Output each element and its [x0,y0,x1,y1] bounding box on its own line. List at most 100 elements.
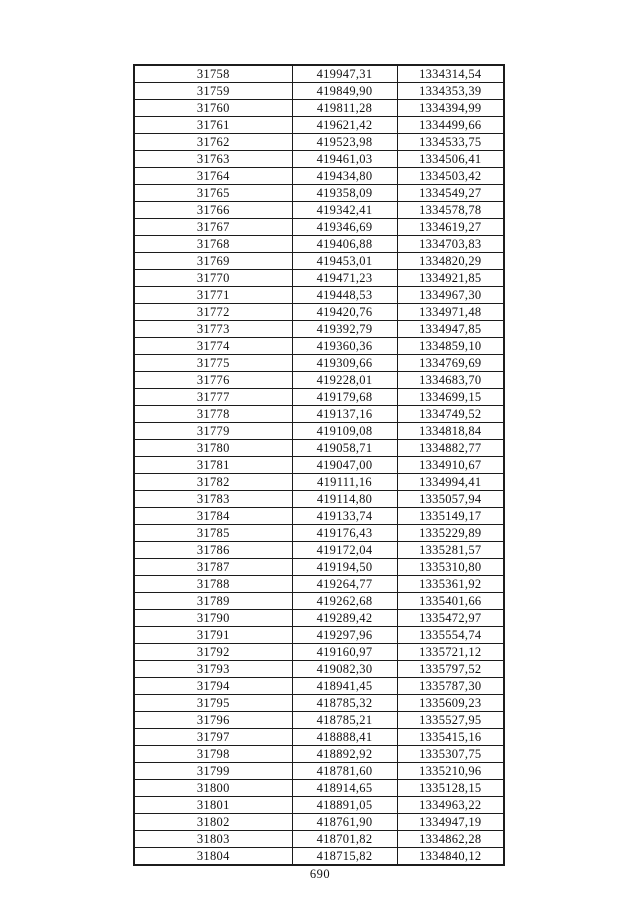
cell-x-coordinate: 419811,28 [291,99,398,117]
table-row: 31767 419346,69 1334619,27 [133,218,505,236]
cell-y-coordinate: 1334882,77 [396,439,505,457]
cell-y-coordinate: 1335128,15 [396,779,505,797]
table-row: 31775 419309,66 1334769,69 [133,354,505,372]
cell-y-coordinate: 1335229,89 [396,524,505,542]
cell-x-coordinate: 418785,32 [291,694,398,712]
cell-point-id: 31788 [133,575,293,593]
cell-y-coordinate: 1335310,80 [396,558,505,576]
cell-x-coordinate: 418891,05 [291,796,398,814]
cell-y-coordinate: 1334314,54 [396,64,505,83]
cell-y-coordinate: 1334840,12 [396,847,505,866]
cell-x-coordinate: 419176,43 [291,524,398,542]
cell-x-coordinate: 419947,31 [291,64,398,83]
cell-x-coordinate: 419346,69 [291,218,398,236]
table-row: 31762 419523,98 1334533,75 [133,133,505,151]
cell-point-id: 31802 [133,813,293,831]
cell-y-coordinate: 1335554,74 [396,626,505,644]
cell-point-id: 31775 [133,354,293,372]
cell-point-id: 31777 [133,388,293,406]
cell-point-id: 31796 [133,711,293,729]
table-row: 31793 419082,30 1335797,52 [133,660,505,678]
cell-point-id: 31774 [133,337,293,355]
table-row: 31799 418781,60 1335210,96 [133,762,505,780]
cell-x-coordinate: 419082,30 [291,660,398,678]
table-row: 31761 419621,42 1334499,66 [133,116,505,134]
cell-y-coordinate: 1334703,83 [396,235,505,253]
cell-point-id: 31795 [133,694,293,712]
cell-y-coordinate: 1334859,10 [396,337,505,355]
cell-y-coordinate: 1335149,17 [396,507,505,525]
cell-point-id: 31789 [133,592,293,610]
cell-y-coordinate: 1334971,48 [396,303,505,321]
cell-x-coordinate: 418761,90 [291,813,398,831]
cell-y-coordinate: 1334499,66 [396,116,505,134]
cell-y-coordinate: 1335415,16 [396,728,505,746]
cell-y-coordinate: 1334699,15 [396,388,505,406]
cell-point-id: 31799 [133,762,293,780]
cell-point-id: 31764 [133,167,293,185]
cell-x-coordinate: 419342,41 [291,201,398,219]
cell-point-id: 31787 [133,558,293,576]
cell-x-coordinate: 419262,68 [291,592,398,610]
cell-x-coordinate: 419297,96 [291,626,398,644]
cell-x-coordinate: 419392,79 [291,320,398,338]
cell-point-id: 31760 [133,99,293,117]
table-row: 31760 419811,28 1334394,99 [133,99,505,117]
table-row: 31796 418785,21 1335527,95 [133,711,505,729]
table-row: 31759 419849,90 1334353,39 [133,82,505,100]
cell-x-coordinate: 419461,03 [291,150,398,168]
cell-y-coordinate: 1334921,85 [396,269,505,287]
cell-point-id: 31785 [133,524,293,542]
table-row: 31765 419358,09 1334549,27 [133,184,505,202]
table-row: 31776 419228,01 1334683,70 [133,371,505,389]
cell-x-coordinate: 419448,53 [291,286,398,304]
cell-x-coordinate: 419420,76 [291,303,398,321]
cell-y-coordinate: 1334749,52 [396,405,505,423]
cell-x-coordinate: 419309,66 [291,354,398,372]
table-row: 31794 418941,45 1335787,30 [133,677,505,695]
cell-y-coordinate: 1334963,22 [396,796,505,814]
cell-y-coordinate: 1335472,97 [396,609,505,627]
table-row: 31758 419947,31 1334314,54 [133,64,505,83]
cell-x-coordinate: 419111,16 [291,473,398,491]
cell-x-coordinate: 418914,65 [291,779,398,797]
cell-x-coordinate: 419471,23 [291,269,398,287]
table-row: 31781 419047,00 1334910,67 [133,456,505,474]
cell-point-id: 31800 [133,779,293,797]
cell-point-id: 31793 [133,660,293,678]
table-row: 31779 419109,08 1334818,84 [133,422,505,440]
table-row: 31803 418701,82 1334862,28 [133,830,505,848]
table-row: 31785 419176,43 1335229,89 [133,524,505,542]
cell-point-id: 31781 [133,456,293,474]
cell-x-coordinate: 419160,97 [291,643,398,661]
cell-y-coordinate: 1334353,39 [396,82,505,100]
cell-x-coordinate: 419114,80 [291,490,398,508]
cell-point-id: 31782 [133,473,293,491]
cell-point-id: 31767 [133,218,293,236]
cell-point-id: 31779 [133,422,293,440]
table-row: 31782 419111,16 1334994,41 [133,473,505,491]
cell-x-coordinate: 419047,00 [291,456,398,474]
cell-x-coordinate: 419109,08 [291,422,398,440]
cell-point-id: 31780 [133,439,293,457]
cell-y-coordinate: 1335527,95 [396,711,505,729]
cell-y-coordinate: 1334967,30 [396,286,505,304]
cell-y-coordinate: 1335609,23 [396,694,505,712]
cell-y-coordinate: 1335401,66 [396,592,505,610]
cell-point-id: 31776 [133,371,293,389]
cell-x-coordinate: 419406,88 [291,235,398,253]
cell-y-coordinate: 1334994,41 [396,473,505,491]
cell-x-coordinate: 419179,68 [291,388,398,406]
cell-x-coordinate: 419264,77 [291,575,398,593]
table-row: 31789 419262,68 1335401,66 [133,592,505,610]
cell-y-coordinate: 1335307,75 [396,745,505,763]
table-row: 31786 419172,04 1335281,57 [133,541,505,559]
table-row: 31763 419461,03 1334506,41 [133,150,505,168]
table-row: 31787 419194,50 1335310,80 [133,558,505,576]
cell-y-coordinate: 1335721,12 [396,643,505,661]
coordinate-table-body: 31758 419947,31 1334314,54 31759 419849,90 13… [133,64,505,866]
cell-y-coordinate: 1334578,78 [396,201,505,219]
cell-y-coordinate: 1334818,84 [396,422,505,440]
cell-point-id: 31801 [133,796,293,814]
